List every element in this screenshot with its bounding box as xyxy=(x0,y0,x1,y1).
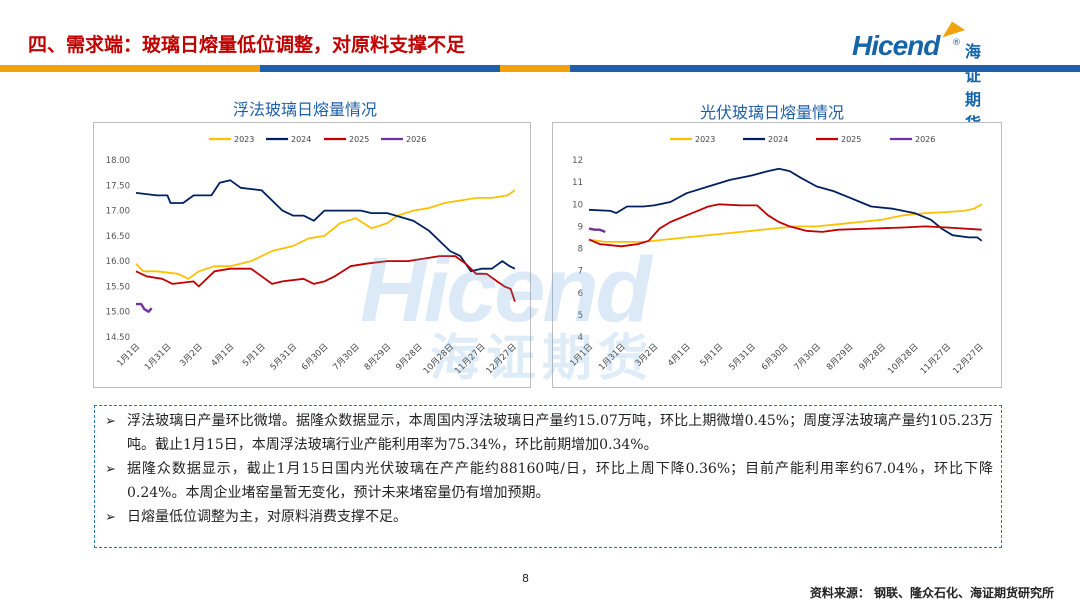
y-tick-label: 9 xyxy=(578,222,583,232)
series-line-2025 xyxy=(135,255,516,302)
y-tick-label: 15.00 xyxy=(106,308,130,318)
chart-1-title: 浮法玻璃日熔量情况 xyxy=(233,100,378,119)
x-tick-label: 3月2日 xyxy=(633,342,660,369)
x-tick-label: 7月30日 xyxy=(331,342,362,373)
x-tick-label: 4月1日 xyxy=(210,342,237,369)
legend-label-2026: 2026 xyxy=(406,135,426,144)
logo-wing-icon xyxy=(938,18,966,38)
header-bar-seg-3 xyxy=(500,65,570,72)
x-tick-label: 4月1日 xyxy=(666,342,693,369)
logo-chinese-name: 海证期货 xyxy=(965,42,982,133)
x-tick-label: 10月28日 xyxy=(886,342,920,376)
y-tick-label: 10 xyxy=(572,200,583,210)
registered-mark-icon: ® xyxy=(952,38,961,48)
legend-label-2024: 2024 xyxy=(291,135,311,144)
page-title: 四、需求端：玻璃日熔量低位调整，对原料支撑不足 xyxy=(28,34,466,56)
logo-wordmark: Hicend xyxy=(852,30,940,61)
legend-label-2025: 2025 xyxy=(349,135,369,144)
x-tick-label: 11月27日 xyxy=(453,342,487,376)
x-tick-label: 9月28日 xyxy=(857,342,888,373)
arrow-bullet-icon: ➢ xyxy=(105,462,116,477)
x-tick-label: 3月2日 xyxy=(178,342,205,369)
header-bar-seg-1 xyxy=(0,65,260,72)
legend-label-2025: 2025 xyxy=(841,135,861,144)
x-tick-label: 6月30日 xyxy=(760,342,791,373)
x-tick-label: 11月27日 xyxy=(919,342,953,376)
x-tick-label: 6月30日 xyxy=(300,342,331,373)
series-line-2023 xyxy=(588,203,983,243)
series-line-2026 xyxy=(588,227,606,234)
y-tick-label: 14.50 xyxy=(106,333,130,343)
x-tick-label: 5月31日 xyxy=(727,342,758,373)
note-item-1: ➢ 浮法玻璃日产量环比微增。据隆众数据显示，本周国内浮法玻璃日产量约15.07万… xyxy=(105,410,993,457)
series-line-2024 xyxy=(588,167,983,242)
note-text: 据隆众数据显示，截止1月15日国内光伏玻璃在产产能约88160吨/日，环比上周下… xyxy=(127,461,993,501)
x-tick-label: 10月28日 xyxy=(422,342,456,376)
series-line-2025 xyxy=(588,203,982,248)
x-tick-label: 9月28日 xyxy=(394,342,425,373)
x-tick-label: 1月1日 xyxy=(115,342,142,369)
chart-2-title: 光伏玻璃日熔量情况 xyxy=(700,103,845,122)
x-tick-label: 8月29日 xyxy=(825,342,856,373)
y-tick-label: 16.00 xyxy=(106,257,130,267)
header-bar-seg-4 xyxy=(570,65,1080,72)
y-tick-label: 11 xyxy=(572,178,583,188)
x-tick-label: 8月29日 xyxy=(363,342,394,373)
analysis-notes-box: ➢ 浮法玻璃日产量环比微增。据隆众数据显示，本周国内浮法玻璃日产量约15.07万… xyxy=(94,405,1002,548)
x-tick-label: 5月1日 xyxy=(241,342,268,369)
x-tick-label: 5月31日 xyxy=(269,342,300,373)
data-source: 资料来源： 钢联、隆众石化、海证期货研究所 xyxy=(809,586,1054,600)
arrow-bullet-icon: ➢ xyxy=(105,510,116,525)
series-line-2023 xyxy=(135,189,516,280)
float-glass-chart: 2023 2024 2025 2026 14.50 15.00 15.50 16.00 16.5… xyxy=(106,135,519,376)
legend-label-2026: 2026 xyxy=(915,135,935,144)
note-text: 浮法玻璃日产量环比微增。据隆众数据显示，本周国内浮法玻璃日产量约15.07万吨，… xyxy=(127,413,993,453)
header-bar-seg-2 xyxy=(260,65,500,72)
y-tick-label: 17.00 xyxy=(106,207,130,217)
pv-glass-chart: 2023 2024 2025 2026 4 5 6 7 8 9 10 11 12 1月1日 1月31日 3月2… xyxy=(568,135,985,376)
y-tick-label: 5 xyxy=(578,311,583,321)
note-item-3: ➢ 日熔量低位调整为主，对原料消费支撑不足。 xyxy=(105,506,993,530)
legend-label-2024: 2024 xyxy=(768,135,788,144)
x-tick-label: 12月27日 xyxy=(951,342,985,376)
note-text: 日熔量低位调整为主，对原料消费支撑不足。 xyxy=(127,509,407,525)
y-tick-label: 7 xyxy=(578,267,583,277)
x-tick-label: 5月1日 xyxy=(699,342,726,369)
y-tick-label: 8 xyxy=(578,245,583,255)
page-number: 8 xyxy=(522,572,529,585)
chart-1-frame: 2023 2024 2025 2026 14.50 15.00 15.50 16.00 16.5… xyxy=(93,122,531,388)
series-line-2026 xyxy=(136,302,153,313)
y-tick-label: 18.00 xyxy=(106,156,130,166)
chart-2-frame: 2023 2024 2025 2026 4 5 6 7 8 9 10 11 12 1月1日 1月31日 3月2… xyxy=(552,122,1002,388)
y-tick-label: 17.50 xyxy=(106,181,130,191)
x-tick-label: 1月31日 xyxy=(597,342,628,373)
y-tick-label: 15.50 xyxy=(106,282,130,292)
y-tick-label: 6 xyxy=(578,289,583,299)
legend-label-2023: 2023 xyxy=(695,135,715,144)
note-item-2: ➢ 据隆众数据显示，截止1月15日国内光伏玻璃在产产能约88160吨/日，环比上… xyxy=(105,458,993,505)
y-tick-label: 16.50 xyxy=(106,232,130,242)
y-tick-label: 4 xyxy=(578,333,583,343)
x-tick-label: 12月27日 xyxy=(484,342,518,376)
y-tick-label: 12 xyxy=(572,156,583,166)
series-line-2024 xyxy=(135,179,516,273)
header-color-bar xyxy=(0,65,1080,72)
x-tick-label: 1月31日 xyxy=(143,342,174,373)
x-tick-label: 7月30日 xyxy=(792,342,823,373)
x-tick-label: 1月1日 xyxy=(568,342,595,369)
legend-label-2023: 2023 xyxy=(234,135,254,144)
arrow-bullet-icon: ➢ xyxy=(105,414,116,429)
